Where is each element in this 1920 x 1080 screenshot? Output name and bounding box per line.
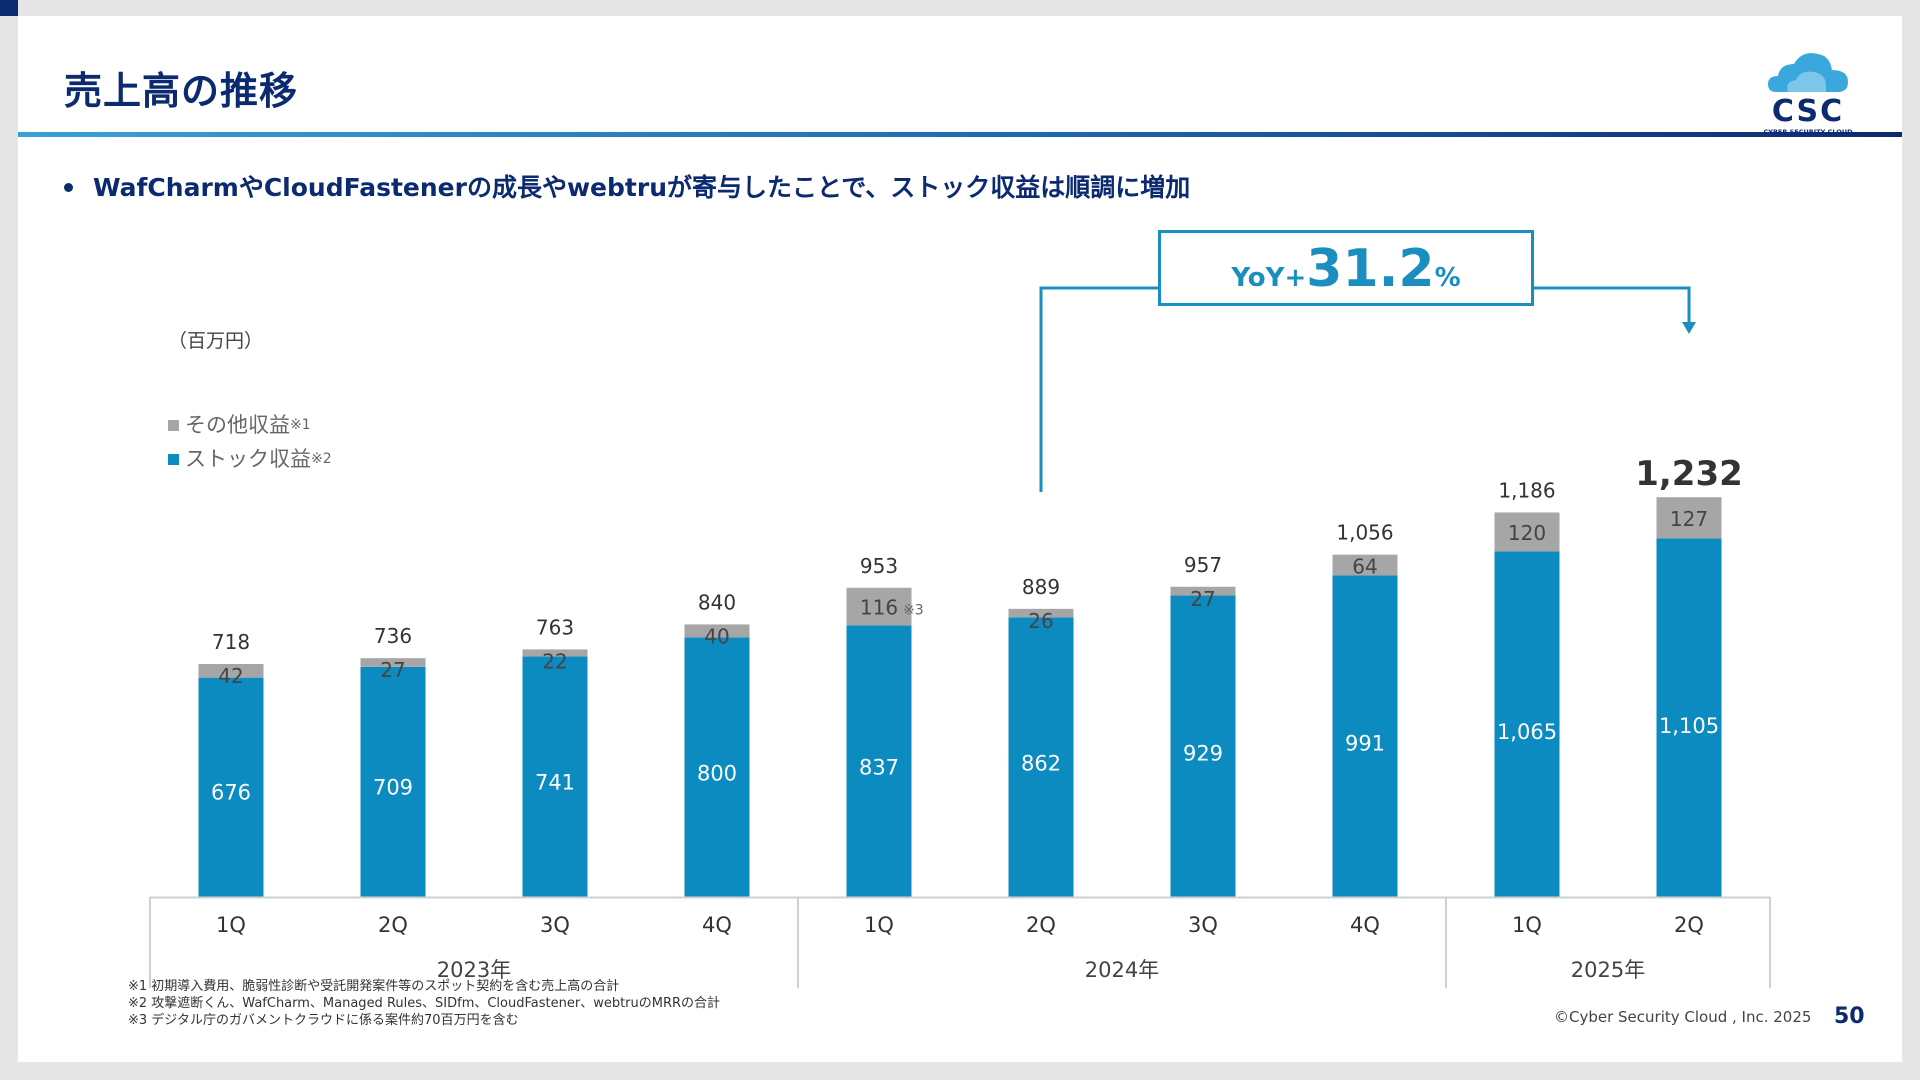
label-other-1: 27 [380, 658, 405, 682]
legend: その他収益 ※1 ストック収益 ※2 [168, 408, 332, 476]
label-other-9: 127 [1670, 507, 1708, 531]
yoy-connector-right [1534, 286, 1691, 322]
company-logo: CSC CYBER SECURITY CLOUD [1758, 46, 1878, 136]
group-label-1: 2024年 [1085, 958, 1159, 982]
headline-bullet: WafCharmやCloudFastenerの成長やwebtruが寄与したことで… [64, 168, 1190, 204]
bar-stock-2 [522, 656, 588, 897]
bar-other-3 [684, 624, 750, 638]
yoy-arrow-head [1682, 322, 1696, 334]
logo-text: CSC [1771, 94, 1845, 129]
bar-stock-4 [846, 625, 912, 897]
label-other-5: 26 [1028, 609, 1053, 633]
bar-other-1 [360, 658, 426, 667]
tick-label-4: 1Q [864, 913, 894, 937]
footnote-2: ※2 攻撃遮断くん、WafCharm、Managed Rules、SIDfm、C… [128, 996, 721, 1011]
bullet-text: WafCharmやCloudFastenerの成長やwebtruが寄与したことで… [93, 173, 1191, 202]
label-stock-0: 676 [211, 781, 251, 805]
tick-label-6: 3Q [1188, 913, 1218, 937]
label-total-9: 1,232 [1635, 454, 1743, 494]
legend-swatch-other [168, 419, 179, 431]
label-stock-3: 800 [697, 761, 737, 785]
label-stock-9: 1,105 [1659, 714, 1719, 738]
bar-other-0 [198, 664, 264, 678]
bar-stock-3 [684, 637, 750, 897]
bar-other-5 [1008, 608, 1074, 618]
label-other-2: 22 [542, 649, 567, 673]
footnotes: ※1 初期導入費用、脆弱性診断や受託開発案件等のスポット契約を含む売上高の合計 … [128, 978, 720, 1029]
slide: 売上高の推移 CSC CYBER SECURITY CLOUD WafCharm… [18, 16, 1902, 1062]
group-label-2: 2025年 [1571, 958, 1645, 982]
label-other-0: 42 [218, 664, 243, 688]
bullet-dot [64, 182, 73, 192]
yoy-suffix: % [1434, 263, 1461, 293]
label-other-3: 40 [704, 624, 729, 648]
label-other-8: 120 [1508, 521, 1546, 545]
bar-stock-8 [1494, 551, 1560, 897]
label-total-6: 957 [1184, 553, 1222, 577]
legend-label-stock: ストック収益 [185, 447, 311, 471]
label-other-note-4: ※3 [903, 603, 924, 619]
yoy-value: 31.2 [1306, 239, 1435, 299]
label-other-7: 64 [1352, 555, 1377, 579]
label-total-4: 953 [860, 554, 898, 578]
label-stock-2: 741 [535, 771, 575, 795]
label-total-0: 718 [212, 630, 250, 654]
unit-label: （百万円） [168, 330, 264, 352]
label-other-4: 116 [860, 596, 898, 620]
bar-stock-9 [1656, 538, 1722, 897]
footnote-3: ※3 デジタル庁のガバメントクラウドに係る案件約70百万円を含む [128, 1013, 519, 1028]
label-total-7: 1,056 [1336, 521, 1393, 545]
group-label-0: 2023年 [437, 958, 511, 982]
label-stock-5: 862 [1021, 752, 1061, 776]
bar-other-8 [1494, 512, 1560, 552]
label-total-2: 763 [536, 615, 574, 639]
footnote-1: ※1 初期導入費用、脆弱性診断や受託開発案件等のスポット契約を含む売上高の合計 [128, 979, 620, 994]
tick-label-8: 1Q [1512, 913, 1542, 937]
bar-other-7 [1332, 554, 1398, 576]
tick-label-5: 2Q [1026, 913, 1056, 937]
label-total-5: 889 [1022, 575, 1060, 599]
legend-item-other: その他収益 ※1 [168, 408, 332, 442]
bar-stock-0 [198, 677, 264, 897]
tick-label-0: 1Q [216, 913, 246, 937]
title-rule [18, 132, 1902, 137]
label-stock-7: 991 [1345, 732, 1385, 756]
label-other-6: 27 [1190, 587, 1215, 611]
yoy-connector-left [1039, 286, 1158, 492]
label-stock-8: 1,065 [1497, 720, 1557, 744]
legend-note-stock: ※2 [311, 451, 332, 467]
legend-item-stock: ストック収益 ※2 [168, 442, 332, 476]
legend-label-other: その他収益 [185, 413, 290, 437]
label-total-1: 736 [374, 624, 412, 648]
page-title: 売上高の推移 [64, 69, 299, 113]
copyright: ©Cyber Security Cloud , Inc. 2025 [1554, 1008, 1812, 1026]
label-total-3: 840 [698, 590, 736, 614]
bar-other-4 [846, 587, 912, 626]
bar-stock-1 [360, 666, 426, 897]
bar-stock-7 [1332, 575, 1398, 897]
legend-note-other: ※1 [290, 417, 311, 433]
corner-accent [0, 0, 18, 16]
page-number: 50 [1834, 1004, 1865, 1029]
label-stock-4: 837 [859, 756, 899, 780]
label-stock-1: 709 [373, 776, 413, 800]
logo-subtitle: CYBER SECURITY CLOUD [1763, 128, 1853, 136]
label-total-8: 1,186 [1498, 478, 1555, 502]
bar-other-6 [1170, 586, 1236, 596]
tick-label-2: 3Q [540, 913, 570, 937]
tick-label-1: 2Q [378, 913, 408, 937]
cloud-logo-icon [1768, 53, 1848, 92]
bar-other-9 [1656, 497, 1722, 539]
label-stock-6: 929 [1183, 741, 1223, 765]
yoy-prefix: YoY+ [1231, 263, 1307, 293]
bar-stock-6 [1170, 595, 1236, 897]
legend-swatch-stock [168, 453, 179, 465]
yoy-callout: YoY+31.2% [1158, 230, 1534, 306]
bar-stock-5 [1008, 617, 1074, 897]
bar-other-2 [522, 649, 588, 657]
tick-label-7: 4Q [1350, 913, 1380, 937]
tick-label-3: 4Q [702, 913, 732, 937]
tick-label-9: 2Q [1674, 913, 1704, 937]
